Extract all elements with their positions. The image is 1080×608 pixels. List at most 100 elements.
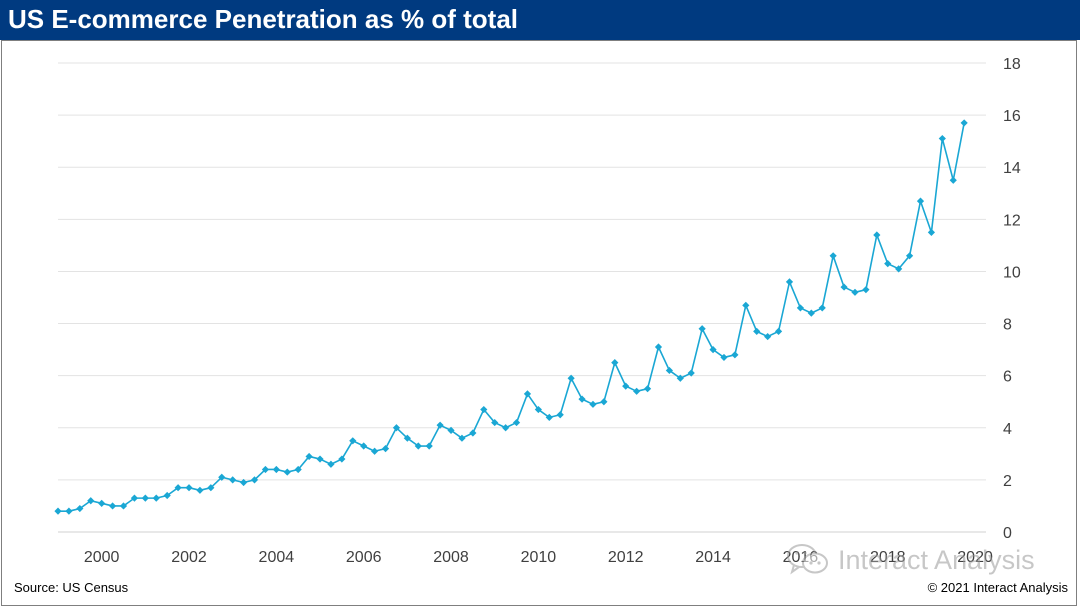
data-point (916, 197, 925, 205)
data-series (54, 119, 968, 515)
data-point (512, 418, 521, 427)
data-point (491, 418, 499, 427)
data-point (250, 476, 259, 484)
x-tick-label: 2004 (259, 549, 295, 566)
data-point (152, 494, 160, 502)
data-point (54, 507, 62, 515)
x-tick-label: 2008 (433, 549, 469, 566)
y-tick-label: 4 (1003, 421, 1012, 438)
y-tick-label: 16 (1003, 108, 1021, 125)
data-point (578, 395, 586, 403)
data-point (414, 442, 422, 450)
data-point (676, 374, 684, 382)
y-tick-label: 14 (1003, 160, 1021, 177)
y-axis: 0 2 4 6 8 10 12 14 16 18 (1003, 56, 1021, 542)
data-point (119, 502, 128, 510)
x-tick-label: 2016 (783, 549, 819, 566)
data-point (654, 343, 663, 351)
data-point (807, 309, 815, 317)
data-point (589, 400, 597, 408)
title-bar: US E-commerce Penetration as % of total (0, 0, 1080, 40)
data-point (785, 278, 794, 286)
data-point (545, 413, 553, 421)
data-point (895, 265, 903, 273)
data-point (327, 460, 335, 468)
data-point (938, 134, 946, 143)
data-point (283, 468, 291, 476)
data-point (480, 405, 488, 414)
data-point (862, 286, 870, 294)
data-point (436, 421, 444, 429)
data-point (360, 442, 368, 450)
data-point (349, 437, 357, 445)
data-point (272, 465, 280, 474)
y-tick-label: 8 (1003, 317, 1012, 334)
data-point (611, 359, 619, 367)
data-point (764, 332, 772, 341)
data-point (469, 429, 477, 437)
data-point (458, 434, 466, 442)
data-point (698, 325, 706, 333)
data-point (884, 260, 892, 268)
data-point (502, 424, 510, 432)
data-point (130, 494, 139, 502)
data-point (305, 452, 313, 461)
data-point (403, 434, 411, 442)
data-point (774, 327, 783, 335)
data-point (927, 228, 936, 236)
source-note: Source: US Census (14, 580, 129, 595)
data-point (316, 455, 324, 463)
y-tick-label: 0 (1003, 525, 1012, 542)
x-tick-label: 2002 (171, 549, 207, 566)
data-point (720, 353, 728, 362)
data-point (207, 484, 215, 492)
data-point (622, 382, 630, 390)
data-point (338, 455, 346, 463)
data-point (960, 119, 968, 127)
data-point (229, 476, 237, 484)
data-point (687, 369, 695, 377)
data-point (141, 494, 149, 502)
data-point (98, 499, 106, 507)
data-point (185, 484, 193, 492)
data-point (796, 304, 804, 312)
data-point (371, 447, 379, 455)
x-tick-label: 2006 (346, 549, 382, 566)
y-tick-label: 6 (1003, 369, 1012, 386)
data-point (163, 491, 171, 500)
data-point (949, 176, 957, 184)
data-point (851, 288, 859, 296)
data-point (633, 387, 641, 395)
x-axis: 2000 2002 2004 2006 2008 2010 2012 2014 2016 2018… (58, 531, 993, 566)
data-point (643, 385, 652, 393)
data-point (108, 502, 117, 510)
x-tick-label: 2014 (695, 549, 731, 566)
data-point (218, 473, 226, 481)
data-point (425, 442, 433, 450)
chart-title: US E-commerce Penetration as % of total (8, 4, 519, 34)
x-tick-label: 2000 (84, 549, 120, 566)
data-point (523, 390, 532, 398)
data-point (709, 346, 717, 354)
data-point (665, 366, 673, 375)
y-tick-label: 2 (1003, 473, 1012, 490)
data-point (392, 424, 401, 432)
x-tick-label: 2010 (521, 549, 557, 566)
data-point (753, 327, 761, 335)
data-point (261, 465, 270, 474)
data-point (447, 426, 455, 434)
y-tick-label: 18 (1003, 56, 1021, 73)
data-point (294, 465, 302, 474)
data-point (534, 405, 542, 414)
data-point (76, 504, 84, 513)
data-point (905, 252, 914, 260)
x-tick-label: 2018 (870, 549, 906, 566)
data-point (65, 507, 73, 515)
data-point (196, 486, 204, 494)
copyright-note: © 2021 Interact Analysis (927, 580, 1068, 595)
x-tick-label: 2020 (957, 549, 993, 566)
data-point (600, 398, 608, 406)
x-tick-label: 2012 (608, 549, 644, 566)
data-point (174, 484, 182, 492)
